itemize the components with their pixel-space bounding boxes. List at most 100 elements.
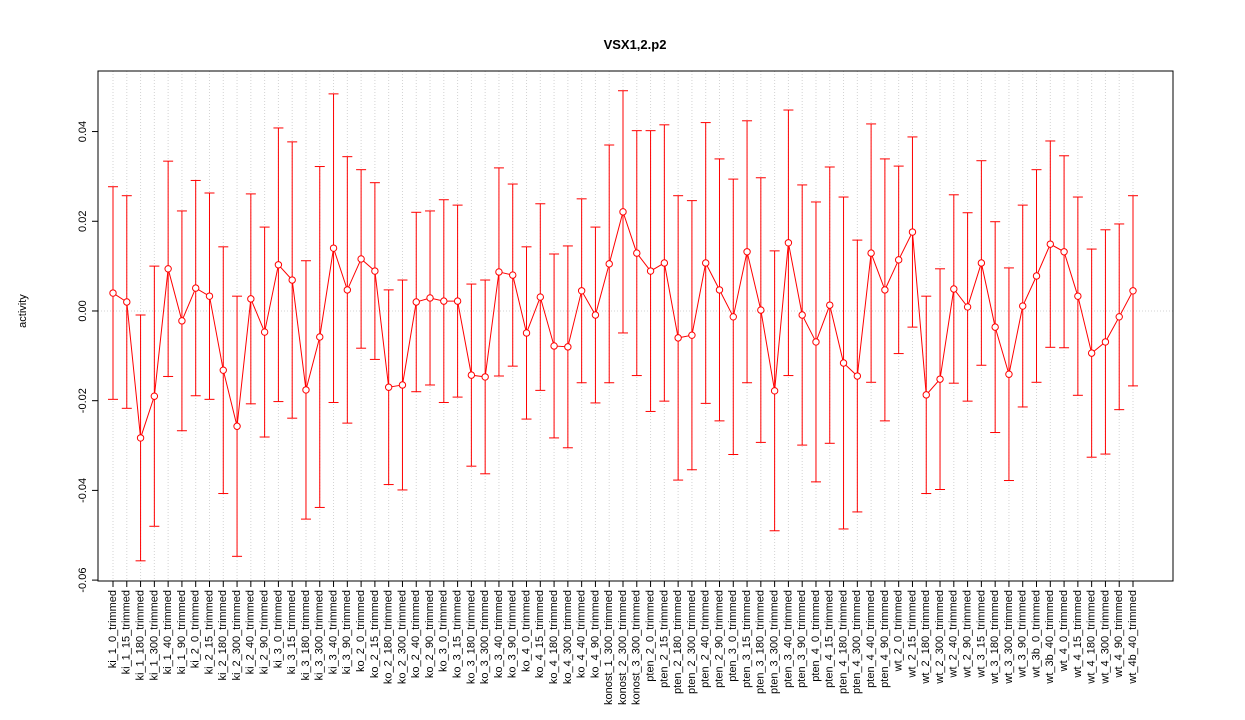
x-tick-label: ko_2_40_trimmed xyxy=(410,590,422,678)
point xyxy=(316,333,324,341)
x-tick-label: pten_2_15_trimmed xyxy=(658,590,670,688)
point xyxy=(288,276,296,284)
x-tick-label: ki_2_300_trimmed xyxy=(231,590,243,681)
point xyxy=(688,331,696,339)
point xyxy=(467,371,476,379)
x-tick-label: ko_3_40_trimmed xyxy=(493,590,505,678)
x-tick-label: pten_4_300_trimmed xyxy=(851,590,863,694)
point xyxy=(784,239,793,247)
point xyxy=(839,359,848,367)
x-tick-label: ki_3_40_trimmed xyxy=(327,590,339,674)
point xyxy=(950,285,958,293)
point xyxy=(343,286,352,294)
point xyxy=(894,256,903,264)
x-tick-label: pten_3_300_trimmed xyxy=(769,590,781,694)
point xyxy=(260,328,269,336)
y-tick-label: 0.00 xyxy=(77,300,89,321)
x-tick-label: pten_2_0_trimmed xyxy=(644,590,656,682)
x-tick-label: pten_2_300_trimmed xyxy=(686,590,698,694)
x-tick-label: ki_2_40_trimmed xyxy=(245,590,257,674)
x-tick-label: ki_1_180_trimmed xyxy=(134,590,146,681)
point xyxy=(233,422,241,430)
x-tick-label: ko_3_90_trimmed xyxy=(507,590,519,678)
point xyxy=(605,260,613,268)
x-tick-label: pten_3_15_trimmed xyxy=(741,590,753,688)
point xyxy=(495,268,503,276)
x-tick-label: ki_2_90_trimmed xyxy=(259,590,271,674)
point xyxy=(922,391,930,399)
point xyxy=(1074,292,1082,300)
point xyxy=(302,386,310,394)
x-tick-label: wt_2_180_trimmed xyxy=(920,590,932,685)
point xyxy=(867,249,875,257)
x-tick-label: pten_4_0_trimmed xyxy=(810,590,822,682)
point xyxy=(591,311,600,319)
point xyxy=(908,228,917,236)
x-tick-label: konost_2_300_trimmed xyxy=(617,590,629,705)
x-tick-label: konost_3_300_trimmed xyxy=(631,590,643,705)
point xyxy=(826,301,834,309)
x-tick-label: wt_3_300_trimmed xyxy=(1003,590,1015,685)
x-tick-label: wt_3b_0_trimmed xyxy=(1030,590,1042,678)
point xyxy=(178,317,186,325)
y-tick-label: -0.02 xyxy=(77,388,89,413)
x-tick-label: ko_4_300_trimmed xyxy=(562,590,574,684)
x-tick-label: ko_3_15_trimmed xyxy=(452,590,464,678)
x-tick-label: ko_4_0_trimmed xyxy=(520,590,532,672)
point xyxy=(398,381,407,389)
plot-frame xyxy=(97,70,1174,582)
x-tick-label: ko_4_15_trimmed xyxy=(534,590,546,678)
point xyxy=(757,306,765,314)
x-tick-label: ki_2_0_trimmed xyxy=(190,590,202,668)
point xyxy=(453,297,462,305)
point xyxy=(123,298,131,306)
point xyxy=(1060,248,1068,256)
x-tick-label: pten_4_180_trimmed xyxy=(837,590,849,694)
x-tick-label: ki_3_15_trimmed xyxy=(286,590,298,674)
x-tick-label: wt_4_90_trimmed xyxy=(1113,590,1125,678)
point xyxy=(770,387,779,395)
x-tick-label: pten_4_15_trimmed xyxy=(824,590,836,688)
point xyxy=(1101,338,1110,346)
x-tick-label: ki_2_180_trimmed xyxy=(217,590,229,681)
point xyxy=(412,298,420,306)
point xyxy=(702,259,710,267)
x-tick-label: ko_2_90_trimmed xyxy=(424,590,436,678)
point xyxy=(371,267,379,275)
point xyxy=(329,244,338,252)
x-tick-label: ki_1_300_trimmed xyxy=(148,590,160,681)
x-tick-label: wt_2_0_trimmed xyxy=(893,590,905,672)
point xyxy=(798,311,806,319)
point xyxy=(384,383,393,391)
x-tick-label: ki_1_90_trimmed xyxy=(176,590,188,674)
x-tick-label: wt_4b_40_trimmed xyxy=(1127,590,1139,685)
x-tick-label: ki_3_90_trimmed xyxy=(341,590,353,674)
x-tick-label: ki_1_0_trimmed xyxy=(107,590,119,668)
y-tick-label: 0.02 xyxy=(77,211,89,232)
x-tick-label: wt_2_40_trimmed xyxy=(948,590,960,678)
point xyxy=(674,334,682,342)
point xyxy=(426,294,434,302)
point xyxy=(812,338,820,346)
point xyxy=(522,329,531,337)
x-tick-label: ki_3_180_trimmed xyxy=(300,590,312,681)
point xyxy=(1019,302,1027,310)
point xyxy=(853,372,862,380)
point xyxy=(150,392,159,400)
x-tick-label: ko_4_180_trimmed xyxy=(548,590,560,684)
y-tick-label: 0.04 xyxy=(77,121,89,142)
x-tick-label: pten_4_90_trimmed xyxy=(879,590,891,688)
point xyxy=(715,286,724,294)
x-tick-label: pten_3_0_trimmed xyxy=(727,590,739,682)
point xyxy=(205,292,214,300)
x-tick-label: ko_3_300_trimmed xyxy=(479,590,491,684)
x-tick-label: pten_3_40_trimmed xyxy=(782,590,794,688)
point xyxy=(1046,240,1054,248)
x-tick-label: ki_1_40_trimmed xyxy=(162,590,174,674)
point xyxy=(536,293,544,301)
x-tick-label: pten_4_40_trimmed xyxy=(865,590,877,688)
point xyxy=(991,323,999,331)
x-tick-label: ko_2_15_trimmed xyxy=(369,590,381,678)
x-tick-label: ki_3_0_trimmed xyxy=(272,590,284,668)
